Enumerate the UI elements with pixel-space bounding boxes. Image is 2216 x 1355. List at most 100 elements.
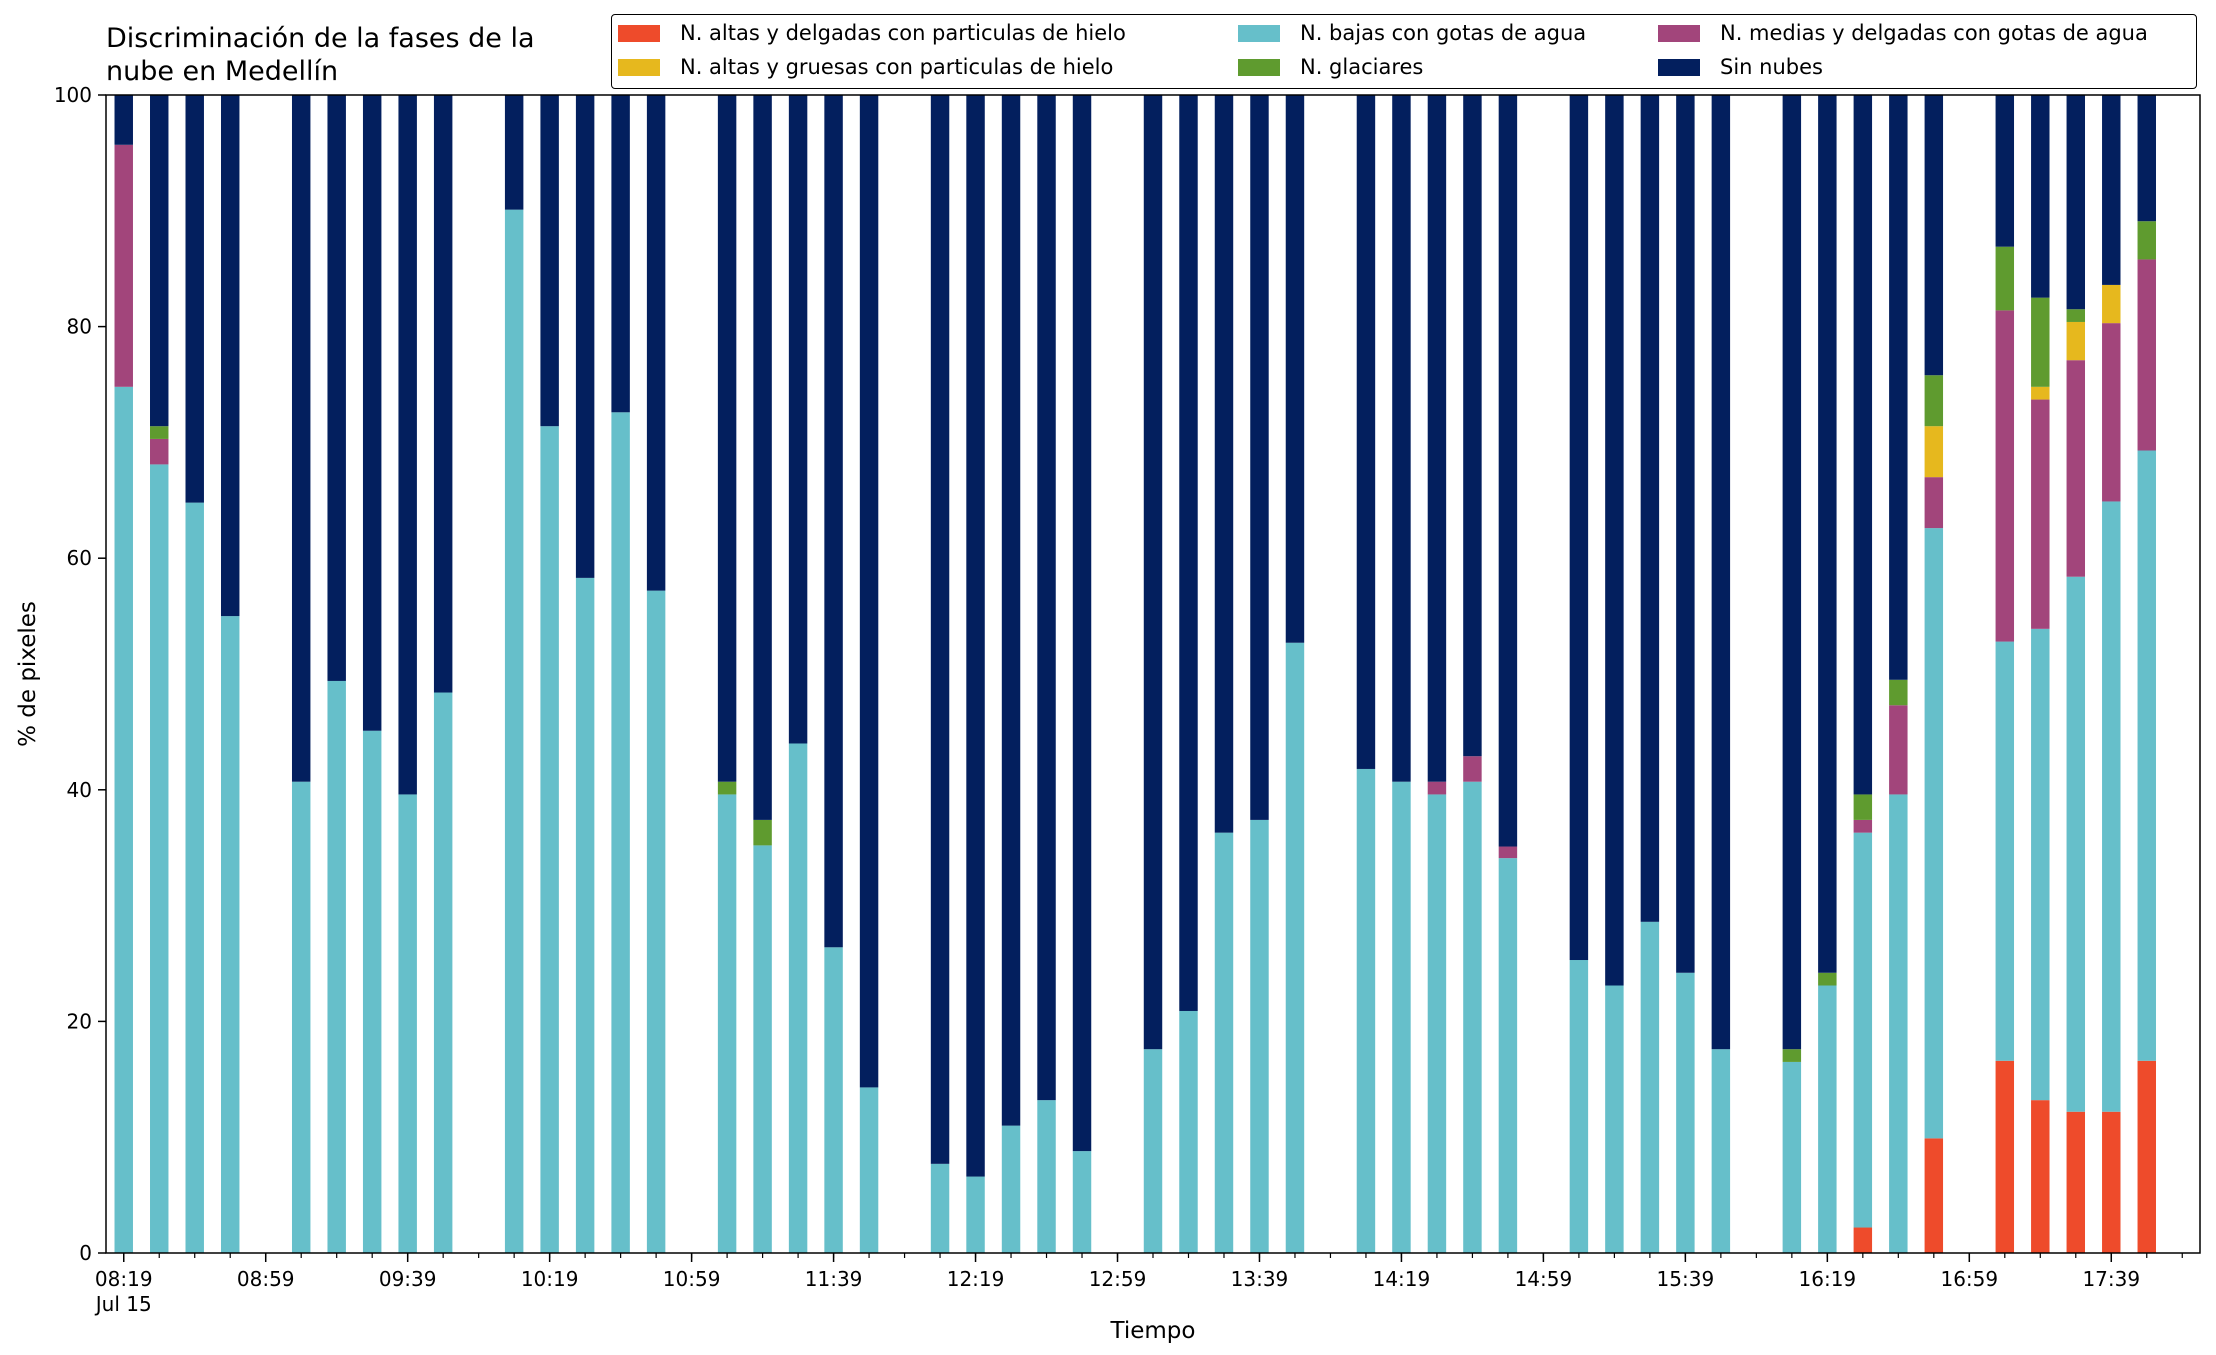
bar-segment [114, 386, 133, 1253]
bar-segment [859, 1087, 879, 1253]
legend-swatch [1238, 24, 1280, 42]
x-tick-label: 14:19 [1373, 1267, 1431, 1291]
bar-segment [2102, 501, 2121, 1112]
legend-swatch [618, 24, 660, 42]
y-tick-label: 0 [79, 1241, 92, 1265]
legend-label: N. medias y delgadas con gotas de agua [1720, 21, 2148, 45]
bar-segment [2066, 309, 2086, 322]
bar-segment [1924, 477, 1944, 529]
bar-segment [504, 209, 524, 1254]
bar-segment [1605, 985, 1624, 1253]
bar-segment [1392, 95, 1411, 782]
bar-segment [114, 144, 133, 387]
bar-segment [611, 95, 630, 413]
bar-segment [362, 95, 382, 731]
bar-segment [1889, 95, 1908, 680]
bar-segment [1498, 846, 1518, 859]
bar-segment [291, 95, 311, 782]
bar-segment [966, 1176, 985, 1253]
x-tick-label: 17:39 [2082, 1267, 2140, 1291]
bar-segment [1711, 95, 1731, 1050]
bar-segment [966, 95, 985, 1177]
bar-segment [1995, 246, 2015, 311]
bar-segment [185, 502, 204, 1254]
bar-segment [1676, 972, 1695, 1253]
bar-segment [1995, 310, 2015, 642]
bar-segment [1037, 95, 1056, 1101]
bar-segment [1782, 1049, 1802, 1062]
bar-segment [2066, 576, 2086, 1112]
bar-segment [717, 794, 737, 1253]
bar-segment [1392, 781, 1411, 1253]
bar-segment [2137, 1060, 2156, 1253]
x-tick-label: 16:59 [1940, 1267, 1998, 1291]
bar-segment [2137, 221, 2156, 260]
bar-segment [753, 95, 772, 820]
bar-segment [930, 1163, 950, 1253]
bar-segment [150, 95, 169, 427]
bar-segment [1037, 1100, 1056, 1253]
bar-segment [1818, 985, 1837, 1253]
x-tick-label: 08:19 [95, 1267, 153, 1291]
bar-segment [1853, 832, 1873, 1228]
bar-segment [1853, 819, 1873, 833]
bar-segment [1640, 921, 1660, 1253]
bar-segment [859, 95, 879, 1088]
bar-segment [220, 616, 240, 1253]
bar-segment [1427, 794, 1447, 1253]
bar-segment [2031, 399, 2050, 629]
bar-segment [2102, 95, 2121, 285]
bar-segment [2137, 259, 2156, 451]
bar-segment [1356, 95, 1376, 769]
bar-segment [1640, 95, 1660, 922]
legend-swatch [618, 58, 660, 76]
x-tick-label: 10:19 [521, 1267, 579, 1291]
bar-segment [185, 95, 204, 503]
bar-segment [362, 730, 382, 1253]
bar-segment [398, 95, 417, 795]
bar-segment [327, 95, 346, 681]
bar-segment [2102, 1111, 2121, 1253]
bar-segment [1250, 819, 1269, 1253]
bar-segment [1924, 426, 1944, 478]
bar-segment [1143, 1049, 1163, 1253]
legend-label: Sin nubes [1720, 55, 1823, 79]
bar-segment [114, 95, 133, 145]
x-tick-label: 11:39 [805, 1267, 863, 1291]
bar-segment [930, 95, 950, 1164]
bar-segment [1214, 832, 1234, 1253]
legend-label: N. altas y gruesas con particulas de hie… [680, 55, 1114, 79]
y-tick-label: 20 [67, 1009, 92, 1033]
legend-entry: N. altas y gruesas con particulas de hie… [618, 52, 1113, 82]
bar-segment [2066, 360, 2086, 577]
legend-swatch [1658, 58, 1700, 76]
bar-segment [1995, 1060, 2015, 1253]
x-tick-label: 13:39 [1231, 1267, 1289, 1291]
x-tick-label: 14:59 [1515, 1267, 1573, 1291]
bar-segment [1853, 794, 1873, 820]
bar-segment [1605, 95, 1624, 986]
bar-segment [2066, 1111, 2086, 1253]
bar-segment [1001, 95, 1021, 1126]
bar-segment [824, 947, 843, 1253]
bar-segment [2031, 386, 2050, 400]
bar-segment [1995, 641, 2015, 1061]
x-tick-label: 10:59 [663, 1267, 721, 1291]
bar-segment [1818, 972, 1837, 986]
legend: N. altas y delgadas con particulas de hi… [611, 14, 2197, 89]
bar-segment [1889, 794, 1908, 1253]
legend-entry: N. medias y delgadas con gotas de agua [1658, 18, 2148, 48]
bar-segment [2031, 1100, 2050, 1253]
bar-segment [1143, 95, 1163, 1050]
bar-segment [611, 412, 630, 1253]
legend-label: N. glaciares [1300, 55, 1424, 79]
legend-label: N. altas y delgadas con particulas de hi… [680, 21, 1126, 45]
x-tick-label: 08:59 [237, 1267, 295, 1291]
bar-segment [1995, 95, 2015, 247]
x-tick-label: 15:39 [1657, 1267, 1715, 1291]
bar-segment [1498, 95, 1518, 847]
bar-segment [1214, 95, 1234, 833]
bar-segment [2031, 297, 2050, 387]
bar-segment [646, 95, 666, 591]
bar-segment [824, 95, 843, 948]
